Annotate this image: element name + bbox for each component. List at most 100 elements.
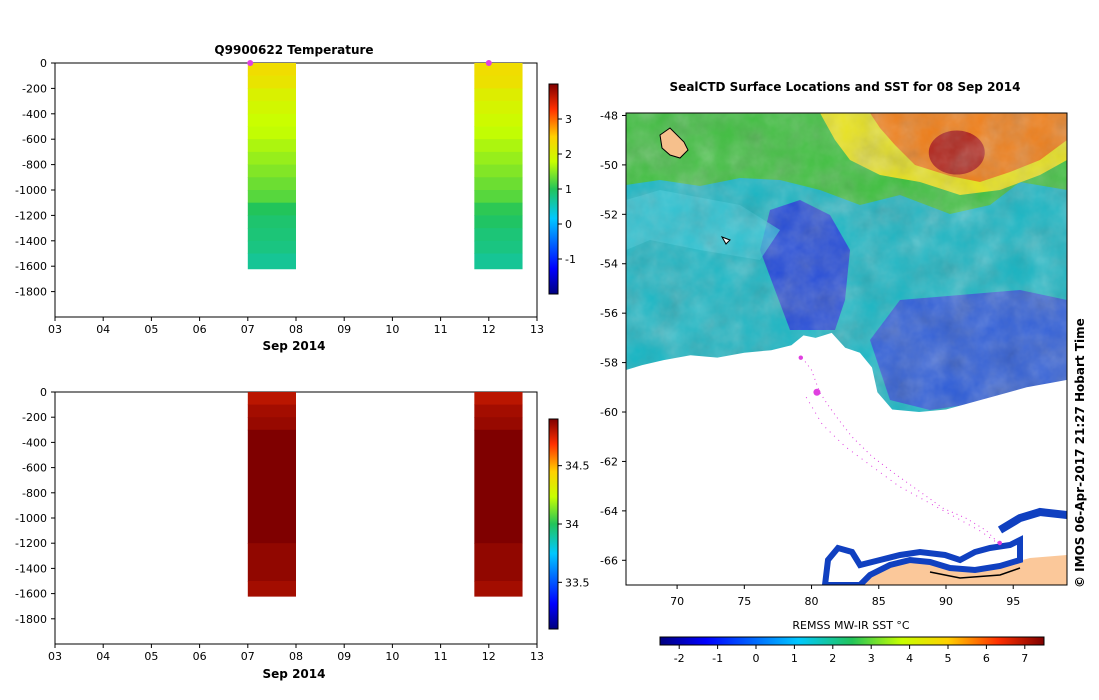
sst-colorbar-tick-label: 1 (791, 652, 798, 665)
depth-tick-label: -1400 (15, 235, 47, 248)
sst-field (626, 113, 1067, 585)
latitude-tick-label: -56 (600, 307, 618, 320)
salinity-section-chart: 0 -200 -400 -600 -800 -1000 -1200 -1400 -1600 -18… (15, 386, 589, 681)
depth-tick-label: 0 (40, 386, 47, 399)
latitude-tick-label: -62 (600, 455, 618, 468)
depth-tick-label: -1400 (15, 562, 47, 575)
profile-cell (247, 202, 296, 216)
profile-cell (247, 113, 296, 127)
depth-tick-label: -600 (22, 133, 47, 146)
colorbar-tick-label: -1 (565, 253, 576, 266)
temperature-section-chart: Q9900622 Temperature 0 -200 -400 -600 -800 -1… (15, 43, 576, 353)
profile-cell (247, 75, 296, 89)
depth-tick-label: -1000 (15, 512, 47, 525)
time-tick-label: 06 (193, 650, 207, 663)
time-tick-label: 03 (48, 650, 62, 663)
sst-colorbar-tick-label: 3 (868, 652, 875, 665)
depth-tick-label: -800 (22, 159, 47, 172)
colorbar-tick-label: 34.5 (565, 460, 590, 473)
coastal-sst-east (997, 507, 1067, 534)
coastal-sst (821, 535, 1023, 585)
salinity-x-label: Sep 2014 (263, 667, 326, 681)
temperature-profile-cells (247, 63, 523, 270)
time-tick-label: 13 (530, 323, 544, 336)
time-tick-label: 05 (144, 323, 158, 336)
colorbar-tick-label: 0 (565, 218, 572, 231)
profile-cell (474, 164, 523, 178)
time-tick-label: 12 (482, 323, 496, 336)
colorbar-tick-label: 34 (565, 518, 579, 531)
longitude-tick-label: 95 (1006, 595, 1020, 608)
colorbar-tick-label: 33.5 (565, 576, 590, 589)
profile-cell (474, 228, 523, 242)
surface-marker (485, 60, 492, 66)
temperature-colorbar-ticks: -1 0 1 2 3 (558, 113, 576, 266)
time-tick-label: 04 (96, 323, 110, 336)
profile-cell (247, 177, 296, 191)
time-tick-label: 05 (144, 650, 158, 663)
latitude-tick-label: -66 (600, 554, 618, 567)
longitude-tick-label: 70 (670, 595, 684, 608)
depth-tick-label: -600 (22, 462, 47, 475)
temperature-chart-title: Q9900622 Temperature (214, 43, 373, 57)
surface-marker (247, 60, 254, 66)
salinity-time-axis: 03 04 05 06 07 08 09 10 11 12 13 (48, 644, 544, 663)
profile-cell (474, 190, 523, 204)
sst-map-frame (625, 112, 1068, 586)
kerguelen-island (659, 127, 689, 159)
profile-cell (474, 151, 523, 166)
sst-map-longitude-axis: 70 75 80 85 90 95 (670, 585, 1020, 608)
salinity-profile-cells (247, 392, 523, 597)
profile-cell (474, 177, 523, 191)
time-tick-label: 13 (530, 650, 544, 663)
profile-cell (474, 543, 523, 582)
profile-cell (474, 429, 523, 544)
time-tick-label: 03 (48, 323, 62, 336)
depth-tick-label: -400 (22, 436, 47, 449)
profile-cell (247, 240, 296, 254)
latitude-tick-label: -52 (600, 208, 618, 221)
profile-cell (247, 543, 296, 582)
profile-cell (474, 113, 523, 127)
latitude-tick-label: -64 (600, 505, 618, 518)
profile-cell (247, 164, 296, 178)
sst-colorbar-ticks: -2 -1 0 1 2 3 4 5 6 7 (674, 645, 1028, 665)
profile-cell (474, 417, 523, 431)
sst-colorbar-tick-label: 0 (753, 652, 760, 665)
seal-surface-locations (798, 355, 1002, 546)
depth-tick-label: -200 (22, 411, 47, 424)
longitude-tick-label: 80 (805, 595, 819, 608)
profile-cell (247, 126, 296, 140)
time-tick-label: 10 (385, 650, 399, 663)
depth-tick-label: -800 (22, 487, 47, 500)
imos-credit: © IMOS 06-Apr-2017 21:27 Hobart Time (1073, 318, 1087, 588)
profile-cell (474, 392, 523, 406)
sst-colorbar-tick-label: 5 (945, 652, 952, 665)
sea-ice-region (626, 332, 1067, 585)
longitude-tick-label: 85 (872, 595, 886, 608)
depth-tick-label: -1600 (15, 588, 47, 601)
sst-colorbar-tick-label: -2 (674, 652, 685, 665)
profile-cell (474, 75, 523, 89)
sst-colorbar-tick-label: 7 (1021, 652, 1028, 665)
ice-shelf-edge (929, 567, 1021, 579)
depth-tick-label: -1000 (15, 184, 47, 197)
profile-cell (247, 392, 296, 406)
sst-map-chart: SealCTD Surface Locations and SST for 08… (600, 80, 1068, 665)
depth-tick-label: 0 (40, 57, 47, 70)
profile-cell (247, 253, 296, 270)
sst-colorbar-tick-label: 2 (829, 652, 836, 665)
time-tick-label: 07 (241, 650, 255, 663)
latitude-tick-label: -54 (600, 258, 618, 271)
temperature-x-label: Sep 2014 (263, 339, 326, 353)
profile-cell (247, 429, 296, 544)
colorbar-tick-label: 2 (565, 148, 572, 161)
longitude-tick-label: 75 (737, 595, 751, 608)
profile-cell (474, 215, 523, 229)
profile-cell (247, 581, 296, 597)
seal-location (997, 540, 1002, 546)
profile-cell (247, 88, 296, 102)
depth-tick-label: -200 (22, 82, 47, 95)
profile-cell (474, 404, 523, 418)
depth-tick-label: -1800 (15, 613, 47, 626)
